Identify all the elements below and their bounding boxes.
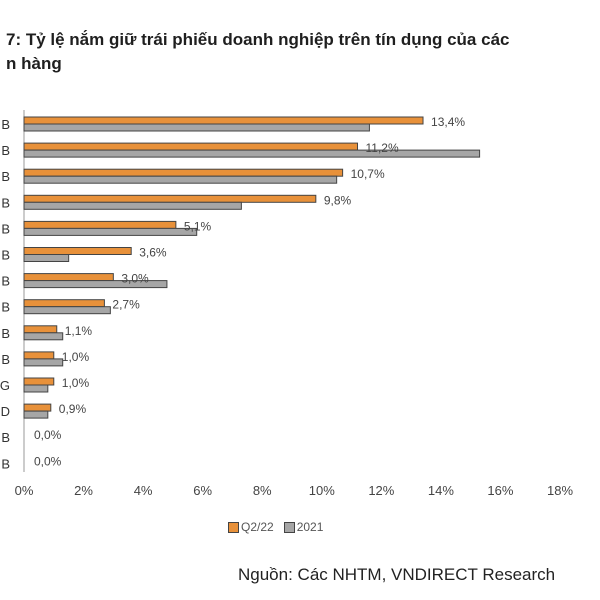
chart-legend: Q2/22 2021 bbox=[228, 520, 323, 534]
category-label: B bbox=[1, 195, 10, 210]
bar-chart: B 13,4% B 11,2% B 10,7% B 9,8% B 5,1% B 3,6% B 3,0% B 2… bbox=[0, 110, 573, 498]
data-label: 3,0% bbox=[121, 272, 149, 286]
data-label: 0,0% bbox=[34, 428, 62, 442]
category-label: D bbox=[1, 404, 10, 419]
bar-2021 bbox=[23, 201, 242, 210]
legend-label-2021: 2021 bbox=[296, 520, 324, 534]
x-tick-label: 16% bbox=[487, 483, 513, 498]
bar-2021 bbox=[23, 227, 198, 236]
data-label: 5,1% bbox=[184, 219, 212, 233]
data-label: 0,9% bbox=[59, 402, 87, 416]
category-label: B bbox=[1, 300, 10, 315]
bar-q2-22 bbox=[23, 325, 58, 334]
x-tick-label: 12% bbox=[368, 483, 394, 498]
bar-q2-22 bbox=[23, 142, 359, 151]
category-label: B bbox=[1, 248, 10, 263]
bar-2021 bbox=[23, 149, 481, 158]
category-label: B bbox=[1, 456, 10, 471]
data-label: 10,7% bbox=[351, 167, 385, 181]
bar-2021 bbox=[23, 123, 370, 132]
bar-2021 bbox=[23, 280, 168, 289]
category-label: B bbox=[1, 117, 10, 132]
data-label: 3,6% bbox=[139, 246, 167, 260]
chart-title-line-2: n hàng bbox=[6, 54, 62, 73]
data-label: 11,2% bbox=[366, 141, 399, 155]
bar-q2-22 bbox=[23, 403, 52, 412]
data-label: 13,4% bbox=[431, 115, 465, 129]
category-label: B bbox=[1, 430, 10, 445]
data-label: 0,0% bbox=[34, 454, 62, 468]
category-label: G bbox=[0, 378, 10, 393]
category-label: B bbox=[1, 221, 10, 236]
legend-swatch-2021 bbox=[283, 521, 295, 533]
bar-2021 bbox=[23, 175, 338, 184]
bar-2021 bbox=[23, 306, 111, 315]
bar-2021 bbox=[23, 254, 70, 262]
bar-2021 bbox=[23, 358, 64, 367]
bar-2021 bbox=[23, 384, 49, 393]
x-tick-label: 2% bbox=[74, 483, 93, 498]
legend-swatch-q2-22 bbox=[228, 521, 239, 533]
data-label: 1,0% bbox=[62, 350, 90, 364]
x-tick-label: 6% bbox=[193, 483, 212, 498]
bar-2021 bbox=[23, 410, 49, 419]
x-tick-label: 18% bbox=[547, 483, 573, 498]
x-tick-label: 8% bbox=[253, 483, 272, 498]
bar-q2-22 bbox=[23, 247, 132, 255]
x-tick-label: 0% bbox=[15, 483, 34, 498]
data-label: 1,1% bbox=[65, 324, 93, 338]
source-note: Nguồn: Các NHTM, VNDIRECT Research bbox=[238, 565, 556, 584]
bar-q2-22 bbox=[23, 168, 344, 177]
data-label: 1,0% bbox=[62, 376, 90, 390]
bar-q2-22 bbox=[23, 220, 177, 229]
x-tick-label: 10% bbox=[309, 483, 335, 498]
x-tick-label: 14% bbox=[428, 483, 454, 498]
category-label: B bbox=[1, 352, 10, 367]
data-label: 2,7% bbox=[112, 298, 140, 312]
category-label: B bbox=[1, 326, 10, 341]
bar-q2-22 bbox=[23, 351, 55, 360]
bar-q2-22 bbox=[23, 299, 105, 308]
bar-q2-22 bbox=[23, 116, 424, 125]
category-label: B bbox=[1, 143, 10, 158]
chart-title-line-1: 7: Tỷ lệ nắm giữ trái phiếu doanh nghiệp… bbox=[6, 30, 510, 49]
bar-q2-22 bbox=[23, 194, 317, 203]
bar-q2-22 bbox=[23, 377, 55, 386]
bar-2021 bbox=[23, 332, 64, 341]
legend-item-2021: 2021 bbox=[283, 520, 324, 534]
legend-item-q2-22: Q2/22 bbox=[228, 520, 274, 534]
chart-title: 7: Tỷ lệ nắm giữ trái phiếu doanh nghiệp… bbox=[6, 28, 600, 76]
bar-q2-22 bbox=[23, 273, 114, 282]
category-label: B bbox=[1, 274, 10, 289]
x-tick-label: 4% bbox=[134, 483, 153, 498]
legend-label-q2-22: Q2/22 bbox=[241, 520, 274, 534]
category-label: B bbox=[1, 169, 10, 184]
data-label: 9,8% bbox=[324, 193, 352, 207]
